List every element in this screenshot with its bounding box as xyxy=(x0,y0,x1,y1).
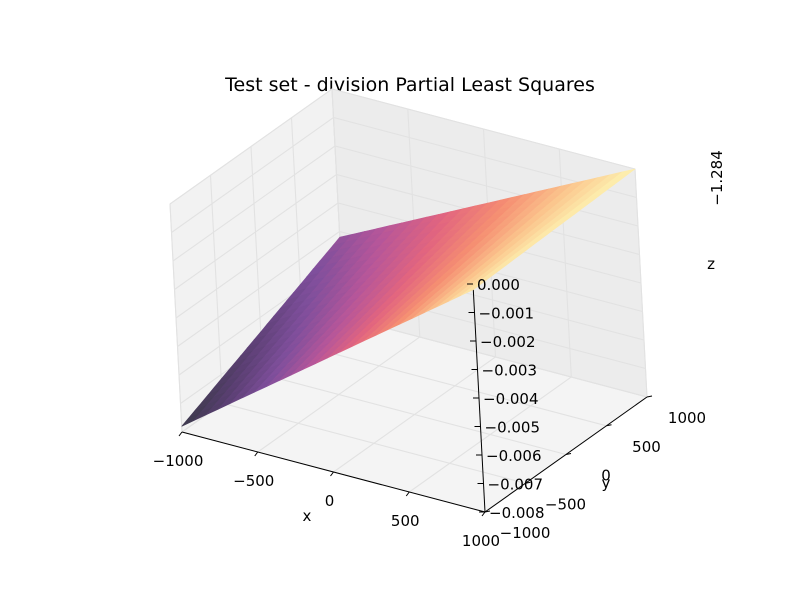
y-axis-label: y xyxy=(602,474,611,492)
y-tick xyxy=(565,453,572,455)
surface-patch xyxy=(460,284,481,296)
x-tick-label: 500 xyxy=(391,512,420,530)
x-axis-label: x xyxy=(303,507,312,525)
x-tick xyxy=(178,431,183,437)
x-tick-label: 0 xyxy=(325,492,335,510)
z-tick-label: 0.000 xyxy=(477,276,520,294)
z-tick-label: −0.003 xyxy=(482,362,538,380)
gridline-z xyxy=(169,88,636,205)
y-tick-label: 1000 xyxy=(668,409,706,427)
z-tick-label: −0.005 xyxy=(485,419,541,437)
chart-title: Test set - division Partial Least Square… xyxy=(224,74,595,96)
y-tick xyxy=(484,510,491,513)
y-tick-label: 500 xyxy=(632,438,661,456)
z-tick-label: −0.008 xyxy=(489,504,545,522)
x-tick xyxy=(481,511,486,517)
x-tick xyxy=(330,471,334,477)
y-tick-label: −500 xyxy=(545,495,586,513)
z-tick-label: −0.002 xyxy=(480,333,536,351)
z-tick-label: −0.006 xyxy=(486,447,542,465)
x-tick xyxy=(254,451,259,457)
y-tick xyxy=(525,481,531,484)
y-tick xyxy=(646,395,653,398)
x-tick-label: −500 xyxy=(233,472,274,490)
z-tick-label: −0.001 xyxy=(479,305,535,323)
y-tick xyxy=(606,424,612,427)
z-axis-label: z xyxy=(707,255,715,273)
z-tick-label: −0.007 xyxy=(488,476,544,494)
gridline-z xyxy=(177,230,643,347)
x-tick-label: −1000 xyxy=(153,452,204,470)
y-tick-label: −1000 xyxy=(500,524,551,542)
x-tick xyxy=(405,491,410,497)
z-offset-label: −1.284 xyxy=(708,150,726,206)
z-tick-label: −0.004 xyxy=(483,390,539,408)
surface xyxy=(181,168,636,427)
y-tick-label: 0 xyxy=(601,467,611,485)
gridline-z xyxy=(171,116,637,233)
gridline-z xyxy=(175,202,642,319)
x-tick-label: 1000 xyxy=(462,532,500,550)
